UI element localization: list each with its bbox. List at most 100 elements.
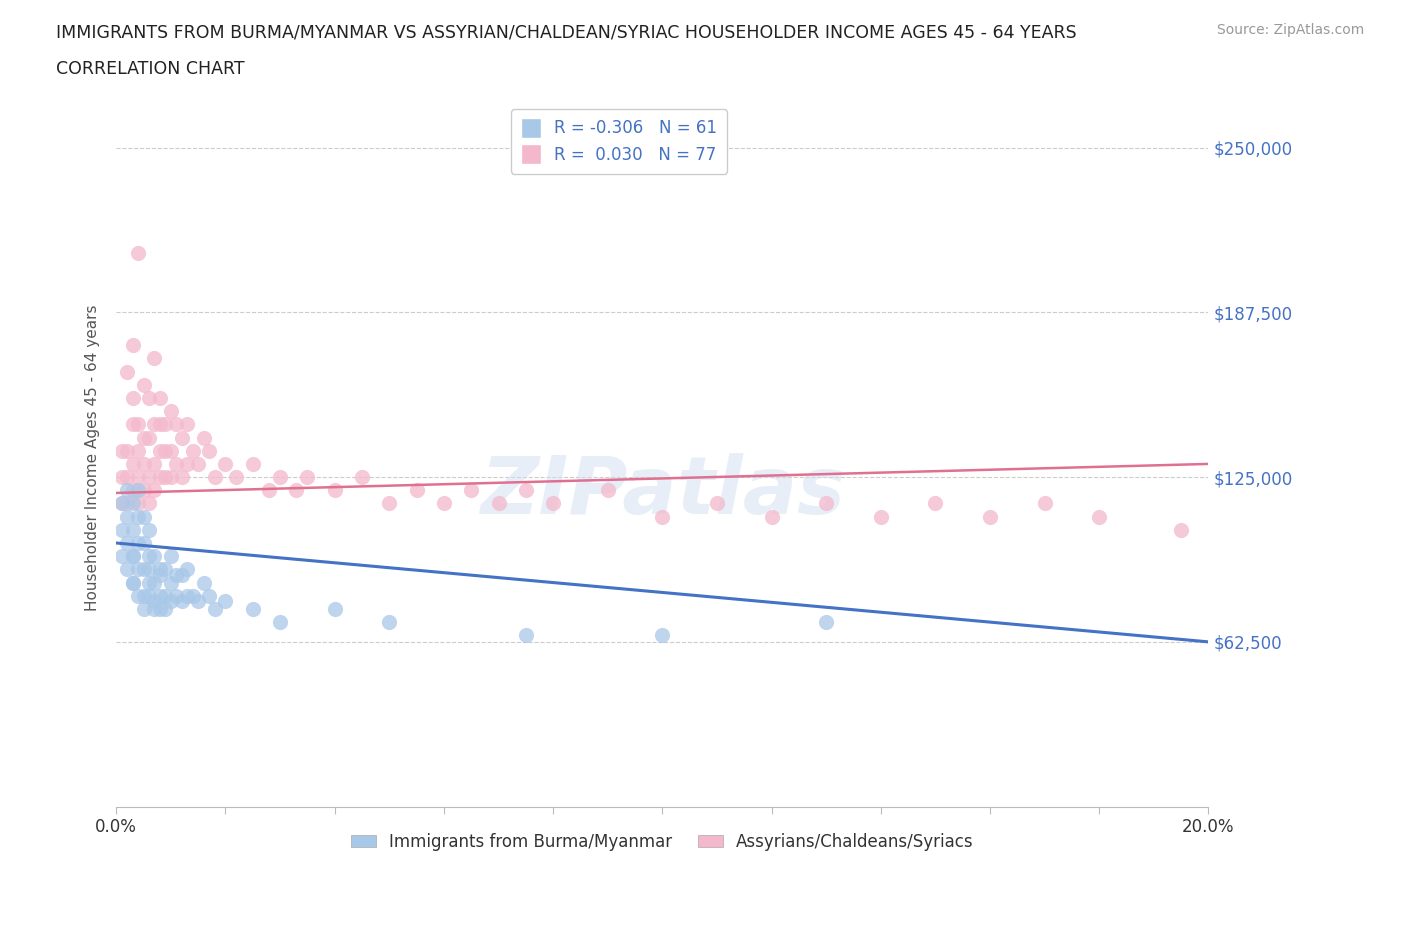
Point [111,549,134,564]
Point [127,417,149,432]
Point [155,444,177,458]
Point [297,470,319,485]
Point [170,567,193,582]
Text: CORRELATION CHART: CORRELATION CHART [56,60,245,78]
Point [138,430,160,445]
Point [143,549,166,564]
Point [115,365,138,379]
Point [198,589,221,604]
Point [111,496,134,511]
Point [181,589,204,604]
Point [651,628,673,643]
Point [121,338,143,352]
Point [187,593,209,608]
Point [165,417,187,432]
Point [132,483,155,498]
Point [132,457,155,472]
Point [121,575,143,590]
Point [115,470,138,485]
Point [121,496,143,511]
Point [1033,496,1056,511]
Point [170,593,193,608]
Text: ZIPatlas: ZIPatlas [479,453,845,531]
Point [225,470,247,485]
Point [761,510,783,525]
Point [198,444,221,458]
Point [127,496,149,511]
Point [121,575,143,590]
Point [204,470,226,485]
Point [138,549,160,564]
Point [269,615,291,630]
Point [149,391,172,405]
Point [127,536,149,551]
Point [115,444,138,458]
Point [132,589,155,604]
Point [127,562,149,577]
Point [433,496,456,511]
Legend: Immigrants from Burma/Myanmar, Assyrians/Chaldeans/Syriacs: Immigrants from Burma/Myanmar, Assyrians… [344,827,980,857]
Point [155,470,177,485]
Point [488,496,510,511]
Point [869,510,891,525]
Point [115,483,138,498]
Point [378,496,401,511]
Point [149,470,172,485]
Point [165,567,187,582]
Point [979,510,1001,525]
Point [924,496,946,511]
Point [149,567,172,582]
Y-axis label: Householder Income Ages 45 - 64 years: Householder Income Ages 45 - 64 years [86,304,100,611]
Point [138,496,160,511]
Point [121,523,143,538]
Point [127,589,149,604]
Point [651,510,673,525]
Point [706,496,728,511]
Point [121,457,143,472]
Point [127,246,149,260]
Point [160,470,183,485]
Point [515,483,537,498]
Point [132,536,155,551]
Point [378,615,401,630]
Point [143,575,166,590]
Point [127,444,149,458]
Text: IMMIGRANTS FROM BURMA/MYANMAR VS ASSYRIAN/CHALDEAN/SYRIAC HOUSEHOLDER INCOME AGE: IMMIGRANTS FROM BURMA/MYANMAR VS ASSYRIA… [56,23,1077,41]
Point [138,391,160,405]
Point [111,444,134,458]
Point [815,615,838,630]
Point [193,430,215,445]
Point [181,444,204,458]
Point [815,496,838,511]
Point [257,483,280,498]
Point [596,483,619,498]
Point [115,510,138,525]
Point [121,549,143,564]
Point [127,483,149,498]
Point [160,593,183,608]
Point [111,496,134,511]
Point [115,562,138,577]
Point [187,457,209,472]
Point [121,417,143,432]
Point [204,602,226,617]
Point [132,510,155,525]
Point [405,483,427,498]
Point [160,444,183,458]
Point [149,589,172,604]
Point [155,417,177,432]
Point [165,589,187,604]
Point [176,417,198,432]
Point [149,562,172,577]
Point [127,470,149,485]
Point [143,351,166,365]
Point [143,483,166,498]
Point [143,602,166,617]
Point [149,444,172,458]
Point [515,628,537,643]
Point [160,404,183,418]
Point [143,457,166,472]
Point [138,470,160,485]
Text: Source: ZipAtlas.com: Source: ZipAtlas.com [1216,23,1364,37]
Point [541,496,564,511]
